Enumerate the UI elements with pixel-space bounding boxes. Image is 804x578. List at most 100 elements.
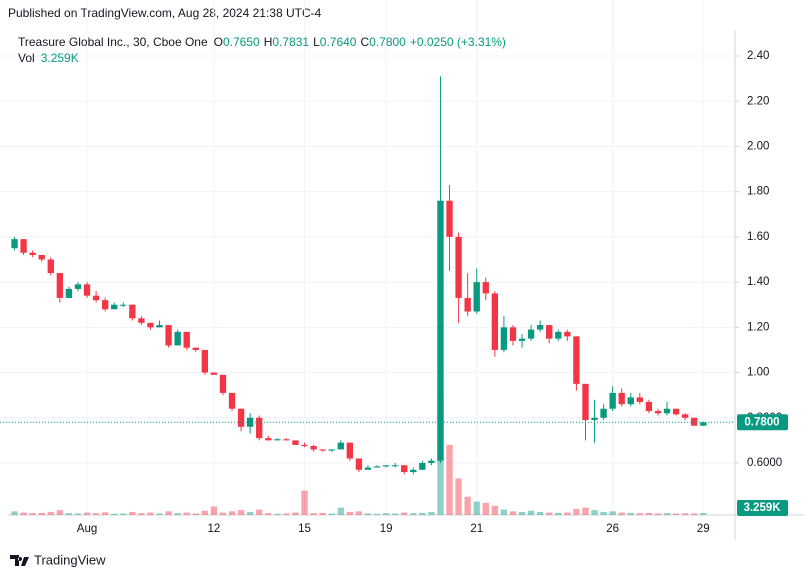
volume-bar [564,512,571,515]
volume-axis-label: 3.259K [743,502,781,514]
ohlc-value: 0.7650 [223,35,260,49]
candle-body [373,466,381,468]
volume-name: Vol [18,51,35,65]
candle-body [428,460,435,463]
candle-body [210,372,218,375]
volume-bar [47,511,54,515]
volume-bar [219,512,227,515]
y-tick-label: 0.6000 [747,457,782,469]
candle-body [600,408,607,418]
candle-body [391,465,399,467]
volume-bar [101,512,109,515]
candle-body [319,449,326,451]
volume-bar [482,502,489,515]
volume-bar [129,511,136,515]
volume-bar [410,513,417,515]
y-tick-label: 1.80 [747,186,769,198]
candle-body [500,327,508,350]
y-tick-label: 1.20 [747,321,769,333]
volume-bar [56,510,64,515]
volume-bar [92,513,100,515]
candle-body [564,331,571,337]
x-tick-label: 12 [208,523,221,535]
volume-bar [174,513,181,515]
last-price-box [737,414,788,431]
candle-body [410,469,417,473]
candle-body [491,293,499,350]
x-tick-label: 15 [298,523,311,535]
candle-body [546,325,553,339]
volume-bar [663,513,671,515]
candle-body [473,282,480,312]
volume-bar [636,513,644,515]
ohlc-key: O [214,35,223,49]
brand: TradingView [34,552,106,567]
ohlc-value: 0.7800 [369,35,406,49]
volume-bar [337,507,344,515]
volume-bar [700,513,707,515]
volume-box [737,500,788,516]
last-price-label: 0.7800 [744,416,779,428]
volume-bar [373,513,381,515]
candle-body [364,467,372,470]
legend: Treasure Global Inc., 30, Cboe One O0.765… [18,35,506,49]
candle-body [618,392,625,405]
volume-bar [11,511,18,515]
volume-bar [210,506,218,515]
volume-bar [274,513,281,515]
volume-bar [491,505,499,515]
candle-body [20,239,27,253]
y-tick-label: 2.00 [747,140,769,152]
volume-bar [328,513,335,515]
volume-bar [500,509,508,515]
volume-bar [600,511,607,515]
candle-body [382,465,390,467]
volume-legend: Vol 3.259K [18,51,79,65]
y-tick-label: 2.20 [747,95,769,107]
candle-body [346,442,354,459]
candle-body [301,444,308,447]
volume-bar [165,511,172,515]
candle-body [11,239,18,249]
candle-body [147,322,154,328]
volume-bar [527,510,535,515]
volume-bar [292,512,299,515]
volume-bar [355,511,363,515]
candle-body [609,392,616,409]
candle-body [582,383,589,421]
x-tick-label: Aug [77,523,97,535]
x-tick-label: 29 [697,523,710,535]
candle-body [201,349,209,373]
candle-body [65,288,73,298]
volume-bar [74,513,82,515]
volume-bar [455,478,462,515]
ohlc-key: H [264,35,273,49]
volume-bar [310,513,317,515]
volume-bar [446,444,453,515]
volume-bar [473,501,480,515]
candle-body [337,442,344,450]
volume-bar [546,512,553,515]
x-tick-label: 19 [380,523,393,535]
volume-bar [147,512,154,515]
candle-body [527,329,535,339]
published-note: Published on TradingView.com, Aug 28, 20… [8,6,322,20]
volume-bar [65,513,73,515]
volume-bar [156,513,163,515]
ohlc-value: 0.7640 [320,35,357,49]
volume-bar [20,512,27,515]
candle-body [310,446,317,450]
candle-body [591,417,598,421]
candle-body [111,304,118,310]
candle-body [237,408,245,427]
candle-body [636,397,644,402]
y-tick-label: 1.00 [747,367,769,379]
volume-bar [518,511,526,515]
volume-bar [111,513,118,515]
candle-body [246,417,254,427]
volume-bar [120,513,127,515]
candle-body [700,422,707,426]
ohlc-value: 0.7831 [272,35,309,49]
